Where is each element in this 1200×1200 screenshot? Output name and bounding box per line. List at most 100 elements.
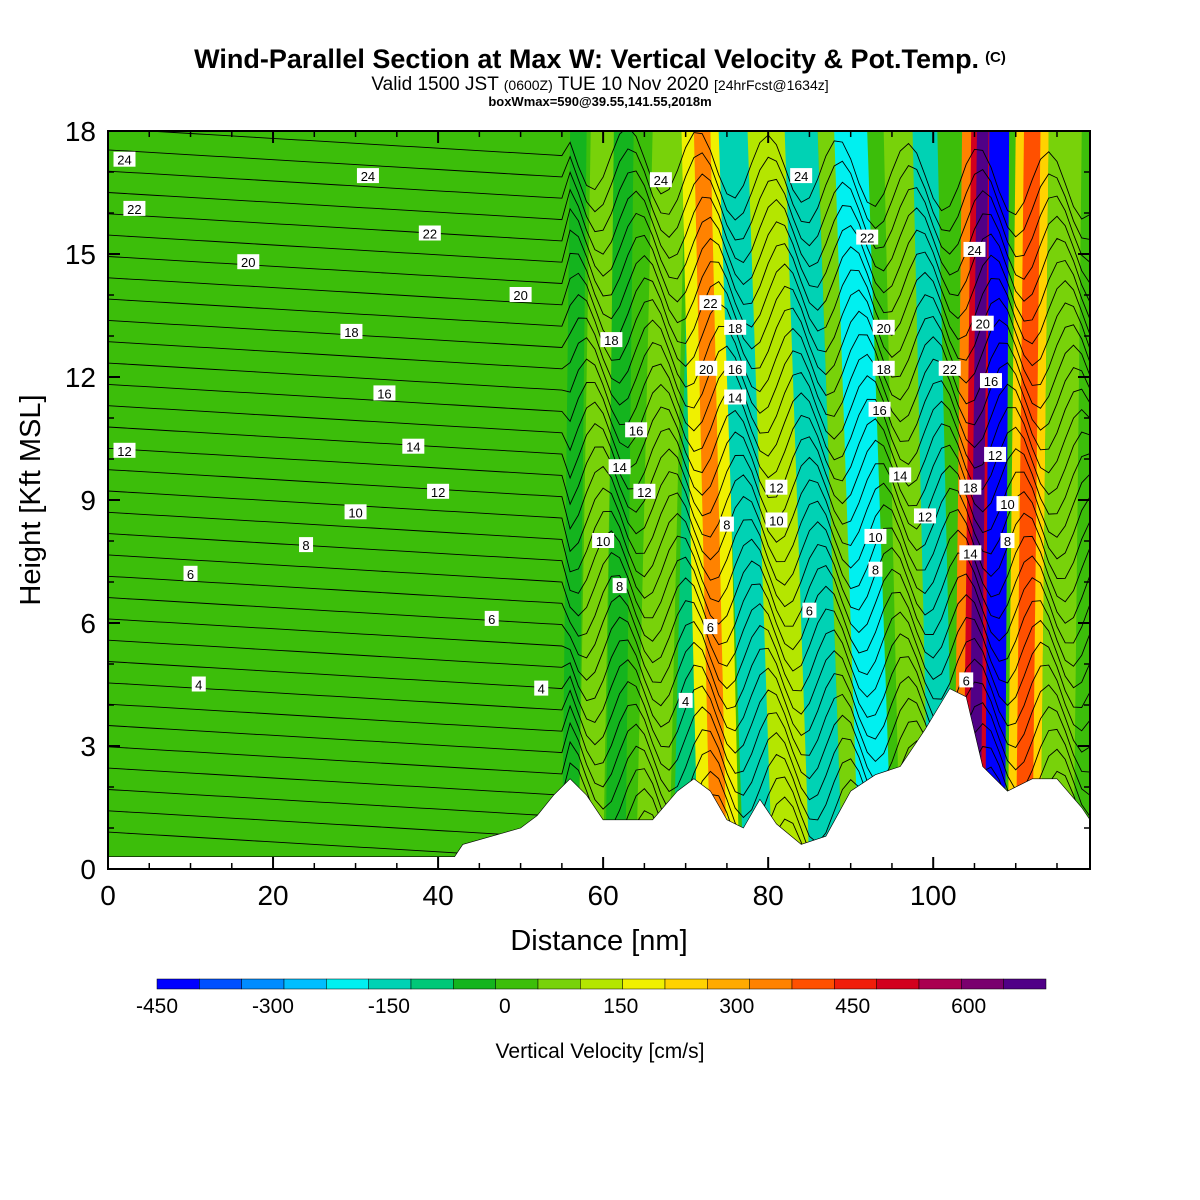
theta-contour [108,337,1090,431]
contour-label: 24 [356,168,379,184]
contour-label: 12 [913,508,936,524]
contour-label-text: 6 [488,612,495,627]
contour-label-bg [356,168,379,184]
contour-label-text: 10 [868,530,882,545]
contour-label-text: 24 [117,153,131,168]
contour-label: 16 [724,360,747,377]
field-band [693,131,727,869]
contour-label-bg [703,619,718,635]
contour-label-bg [625,422,648,438]
colorbar-tick-label: -300 [252,995,294,1018]
contour-label: 12 [765,479,788,496]
y-tick-label: 15 [65,239,96,270]
contour-label: 6 [703,619,718,635]
contour-label: 10 [765,512,788,529]
theta-contour [108,207,1090,303]
x-tick-label: 100 [910,880,957,911]
field-patch [339,131,389,377]
contour-label-text: 12 [918,509,932,524]
contour-label: 18 [872,360,895,377]
contour-label: 20 [872,319,895,336]
contour-label-text: 12 [431,485,445,500]
theta-contour [108,358,1090,451]
forecast-info: [24hrFcst@1634z] [714,77,829,93]
contour-label-bg [633,483,656,499]
contour-label-text: 14 [406,440,420,455]
contour-label-text: 8 [302,538,309,553]
theta-contour [108,252,1090,345]
contour-label-bg [765,479,788,495]
contour-label: 6 [959,672,974,688]
contour-label-bg [509,287,532,302]
colorbar-swatch [622,978,666,990]
contour-label-text: 24 [967,243,981,258]
contour-label-text: 14 [612,460,626,475]
contour-label: 10 [344,504,367,520]
contour-label-text: 6 [963,673,970,688]
contour-label: 16 [979,373,1002,389]
field-band [718,131,777,869]
x-tick-label: 20 [257,880,288,911]
chart-boxwmax: boxWmax=590@39.55,141.55,2018m [488,94,712,109]
contour-label: 16 [868,401,891,418]
colorbar-swatch [326,978,369,990]
theta-contour [108,293,1090,386]
theta-contour [108,616,1090,708]
contour-label-text: 22 [423,227,437,242]
colorbar-swatch [707,978,750,990]
contour-label-text: 16 [728,362,742,377]
contour-label-bg [649,172,672,188]
contour-label-bg [724,389,747,405]
contour-label-text: 10 [596,534,610,549]
contour-label-bg [856,229,879,245]
contour-label-bg [612,578,627,594]
contour-label-bg [484,610,499,626]
contour-label-text: 22 [942,362,956,377]
field-band [912,131,954,869]
contour-label-text: 10 [1000,497,1014,512]
colorbar: -450 -300 -150 0 150 300 450 600 [136,978,1047,1018]
contour-label-bg [959,479,982,495]
chart-valid-time: Valid 1500 JST (0600Z) TUE 10 Nov 2020 [… [0,74,1200,96]
contour-label-text: 10 [769,514,783,529]
colorbar-swatch [580,978,623,990]
contour-label-bg [963,241,986,257]
contour-label-bg [979,373,1002,389]
contour-label-text: 12 [637,485,651,500]
contour-label-text: 4 [195,678,202,693]
theta-contour [108,487,1090,579]
contour-label: 8 [299,537,314,553]
theta-contour [108,551,1090,644]
contour-label-bg [123,200,146,216]
contour-label-bg [592,533,615,548]
contour-label-bg [608,459,631,475]
colorbar-swatch [495,978,539,990]
contour-label: 12 [113,442,136,459]
terrain-surface [108,688,1090,869]
field-band [747,131,814,869]
field-band [968,131,989,869]
contour-label-bg [868,401,891,417]
contour-label: 4 [678,692,693,709]
colorbar-tick-label: 300 [719,995,754,1018]
contour-label-text: 12 [117,444,131,459]
contour-label-text: 14 [963,546,977,561]
contour-label-bg [889,467,912,483]
theta-contour [108,229,1090,322]
contour-label-bg [340,323,363,339]
contour-label-text: 20 [876,321,890,336]
contour-label: 22 [418,225,441,242]
theta-contour [108,639,1090,732]
contour-label: 14 [959,545,982,561]
contour-label-bg [373,385,396,401]
y-tick-label: 18 [65,116,96,147]
theta-contour [108,575,1090,667]
contour-label-text: 20 [699,362,713,377]
theta-contour [108,382,1090,474]
contour-label-text: 24 [361,169,375,184]
contour-label-text: 16 [377,386,391,401]
theta-contour [108,188,1090,284]
contour-label-text: 16 [872,403,886,418]
contour-label-text: 18 [344,325,358,340]
